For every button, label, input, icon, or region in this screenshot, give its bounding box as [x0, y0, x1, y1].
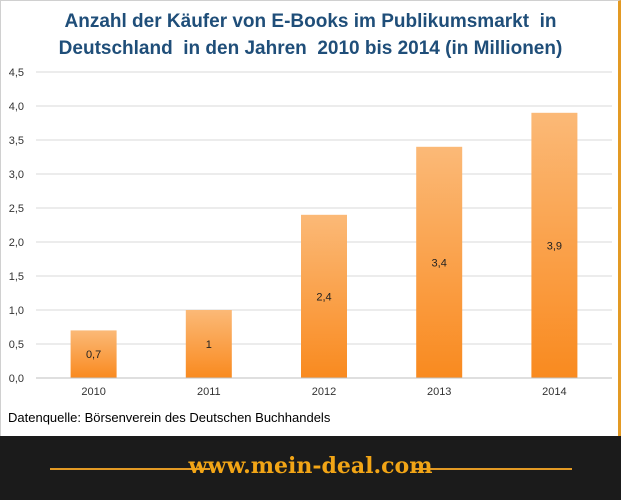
y-tick-label: 2,5	[9, 203, 24, 215]
footer-banner: www.mein-deal.com	[0, 436, 621, 500]
x-tick-label: 2014	[542, 386, 566, 398]
bar-chart: 0,0 0,5 1,0 1,5 2,0 2,5 3,0 3,5 4,0 4,5 0,7 2010 1 20…	[9, 67, 612, 398]
data-label: 0,7	[86, 349, 101, 361]
x-tick-label: 2010	[81, 386, 105, 398]
y-tick-label: 1,5	[9, 271, 24, 283]
footer-url[interactable]: www.mein-deal.com	[188, 453, 433, 479]
y-tick-label: 3,5	[9, 135, 24, 147]
bar-2014	[531, 112, 578, 379]
y-tick-label: 2,0	[9, 237, 24, 249]
data-label: 2,4	[316, 291, 331, 303]
y-tick-label: 0,0	[9, 373, 24, 385]
chart-title-line-1: Anzahl der Käufer von E-Books im Publiku…	[64, 11, 557, 32]
data-label: 1	[206, 339, 212, 351]
chart-title-line-2: Deutschland in den Jahren 2010 bis 2014 …	[58, 38, 563, 59]
x-tick-label: 2012	[312, 386, 336, 398]
y-tick-label: 4,5	[9, 67, 24, 79]
footer-rule-left	[50, 468, 210, 470]
chart-title: Anzahl der Käufer von E-Books im Publiku…	[0, 8, 621, 62]
x-tick-label: 2013	[427, 386, 451, 398]
data-label: 3,4	[432, 257, 447, 269]
y-tick-label: 3,0	[9, 169, 24, 181]
y-tick-label: 0,5	[9, 339, 24, 351]
data-label: 3,9	[547, 240, 562, 252]
y-tick-label: 4,0	[9, 101, 24, 113]
bar-2010	[70, 330, 117, 378]
source-note: Datenquelle: Börsenverein des Deutschen …	[8, 410, 331, 425]
footer-rule-right	[412, 468, 572, 470]
y-tick-label: 1,0	[9, 305, 24, 317]
x-tick-label: 2011	[197, 386, 221, 398]
bar-2011	[185, 310, 232, 378]
bar-2012	[301, 214, 347, 378]
bar-2013	[416, 146, 463, 378]
